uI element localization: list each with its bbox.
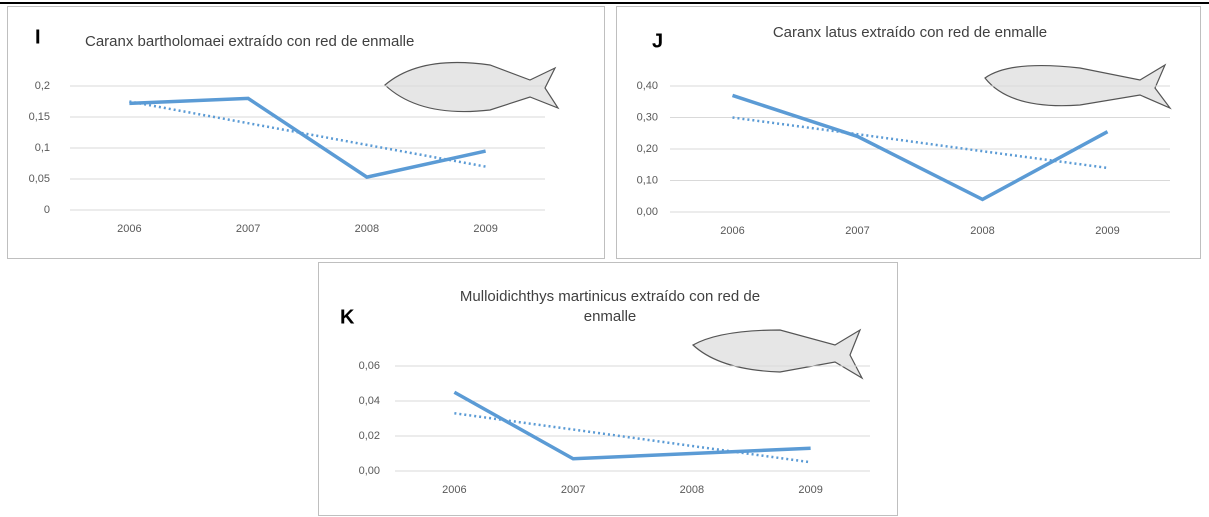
panel-frame: [318, 262, 898, 516]
y-tick-label: 0,40: [637, 80, 658, 92]
chart-title: enmalle: [584, 308, 637, 325]
y-tick-label: 0,10: [637, 174, 658, 186]
x-tick-label: 2007: [845, 225, 869, 237]
y-tick-label: 0,00: [359, 465, 380, 477]
y-tick-label: 0,05: [29, 173, 50, 185]
x-tick-label: 2006: [720, 225, 744, 237]
chart-title: Caranx bartholomaei extraído con red de …: [85, 33, 414, 50]
x-tick-label: 2009: [473, 223, 497, 235]
x-tick-label: 2009: [798, 484, 822, 496]
x-tick-label: 2008: [970, 225, 994, 237]
trend-line: [129, 100, 486, 168]
y-tick-label: 0,02: [359, 430, 380, 442]
data-line: [731, 93, 1109, 202]
panel-frame: [616, 6, 1201, 259]
y-tick-label: 0,20: [637, 143, 658, 155]
panel-letter: K: [340, 306, 355, 328]
y-tick-label: 0,04: [359, 395, 380, 407]
x-tick-label: 2006: [442, 484, 466, 496]
chart-title: Mulloidichthys martinicus extraído con r…: [460, 288, 760, 305]
y-tick-label: 0,15: [29, 111, 50, 123]
x-tick-label: 2006: [117, 223, 141, 235]
x-tick-label: 2009: [1095, 225, 1119, 237]
panel-frame: [7, 6, 605, 259]
x-tick-label: 2008: [355, 223, 379, 235]
x-tick-label: 2007: [236, 223, 260, 235]
y-tick-label: 0,30: [637, 111, 658, 123]
panel-letter: J: [652, 30, 663, 52]
y-tick-label: 0,06: [359, 360, 380, 372]
y-tick-label: 0,1: [35, 142, 50, 154]
trend-line: [732, 116, 1108, 170]
y-tick-label: 0,00: [637, 206, 658, 218]
panel-letter: I: [35, 26, 41, 48]
y-tick-label: 0: [44, 204, 50, 216]
y-tick-label: 0,2: [35, 80, 50, 92]
x-tick-label: 2007: [561, 484, 585, 496]
x-tick-label: 2008: [680, 484, 704, 496]
chart-title: Caranx latus extraído con red de enmalle: [773, 24, 1047, 41]
data-line: [453, 390, 811, 461]
data-line: [129, 96, 486, 180]
